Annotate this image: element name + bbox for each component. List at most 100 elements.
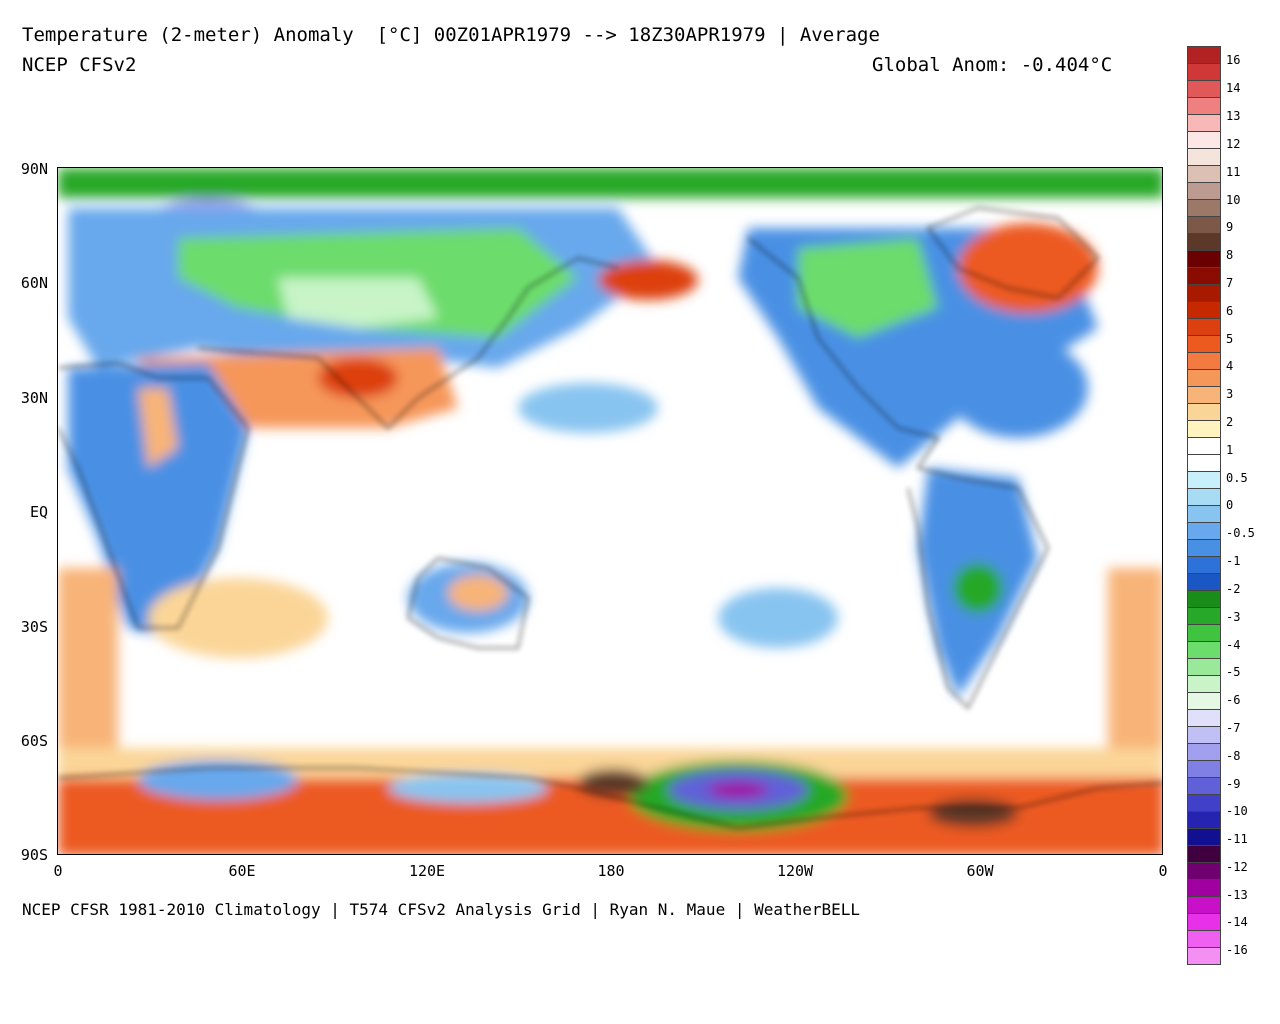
lat-label-eq: EQ	[29, 503, 48, 521]
colorbar-swatch	[1187, 556, 1221, 574]
lon-label-0: 0	[53, 862, 63, 880]
colorbar-swatch	[1187, 488, 1221, 506]
colorbar-swatch	[1187, 471, 1221, 489]
colorbar-swatch	[1187, 386, 1221, 404]
colorbar-swatch	[1187, 760, 1221, 778]
colorbar-label: 4	[1226, 359, 1234, 373]
colorbar-label: 0	[1226, 498, 1234, 512]
colorbar-swatch	[1187, 46, 1221, 64]
colorbar-swatch	[1187, 709, 1221, 727]
map-title: Temperature (2-meter) Anomaly [°C] 00Z01…	[22, 24, 880, 46]
colorbar-swatch	[1187, 131, 1221, 149]
credits-footer: NCEP CFSR 1981-2010 Climatology | T574 C…	[22, 900, 861, 919]
colorbar-swatch	[1187, 726, 1221, 744]
colorbar-label: 14	[1226, 81, 1241, 95]
colorbar-label: -13	[1226, 888, 1248, 902]
colorbar-swatch	[1187, 641, 1221, 659]
colorbar-swatch	[1187, 590, 1221, 608]
colorbar-swatch	[1187, 284, 1221, 302]
colorbar-swatch	[1187, 403, 1221, 421]
colorbar-label: -16	[1226, 943, 1248, 957]
colorbar-label: -7	[1226, 721, 1241, 735]
colorbar-swatch	[1187, 845, 1221, 863]
colorbar-label: -9	[1226, 777, 1241, 791]
colorbar-label: -2	[1226, 582, 1241, 596]
colorbar-swatch	[1187, 97, 1221, 115]
colorbar-label: 13	[1226, 109, 1241, 123]
colorbar-swatch	[1187, 743, 1221, 761]
colorbar-swatch	[1187, 573, 1221, 591]
colorbar-swatch	[1187, 420, 1221, 438]
global-anomaly-value: Global Anom: -0.404°C	[872, 54, 1113, 76]
anomaly-colorbar	[1187, 46, 1221, 965]
colorbar-label: 3	[1226, 387, 1234, 401]
lon-label-120w: 120W	[776, 862, 814, 880]
lat-label-90n: 90N	[20, 160, 48, 178]
colorbar-swatch	[1187, 352, 1221, 370]
colorbar-label: 7	[1226, 276, 1234, 290]
colorbar-label: -5	[1226, 665, 1241, 679]
colorbar-label: 11	[1226, 165, 1241, 179]
colorbar-swatch	[1187, 505, 1221, 523]
colorbar-swatch	[1187, 777, 1221, 795]
lon-label-180: 180	[597, 862, 625, 880]
colorbar-swatch	[1187, 811, 1221, 829]
anomaly-field	[58, 168, 1162, 854]
colorbar-swatch	[1187, 318, 1221, 336]
colorbar-label: 12	[1226, 137, 1241, 151]
colorbar-swatch	[1187, 437, 1221, 455]
colorbar-label: 9	[1226, 220, 1234, 234]
lon-label-60w: 60W	[966, 862, 994, 880]
colorbar-label: 2	[1226, 415, 1234, 429]
colorbar-label: -1	[1226, 554, 1241, 568]
colorbar-swatch	[1187, 182, 1221, 200]
colorbar-swatch	[1187, 369, 1221, 387]
colorbar-swatch	[1187, 148, 1221, 166]
colorbar-swatch	[1187, 896, 1221, 914]
colorbar-label: 10	[1226, 193, 1241, 207]
lat-label-60s: 60S	[20, 732, 48, 750]
colorbar-swatch	[1187, 522, 1221, 540]
colorbar-swatch	[1187, 335, 1221, 353]
colorbar-swatch	[1187, 216, 1221, 234]
colorbar-label: -0.5	[1226, 526, 1255, 540]
colorbar-label: -10	[1226, 804, 1248, 818]
colorbar-label: 16	[1226, 53, 1241, 67]
lat-label-90s: 90S	[20, 846, 48, 864]
colorbar-swatch	[1187, 624, 1221, 642]
colorbar-swatch	[1187, 199, 1221, 217]
colorbar-label: -4	[1226, 638, 1241, 652]
colorbar-swatch	[1187, 114, 1221, 132]
colorbar-swatch	[1187, 250, 1221, 268]
colorbar-swatch	[1187, 301, 1221, 319]
colorbar-label: -6	[1226, 693, 1241, 707]
colorbar-label: -11	[1226, 832, 1248, 846]
colorbar-swatch	[1187, 692, 1221, 710]
colorbar-label: -12	[1226, 860, 1248, 874]
colorbar-swatch	[1187, 233, 1221, 251]
colorbar-label: 1	[1226, 443, 1234, 457]
colorbar-swatch	[1187, 930, 1221, 948]
colorbar-swatch	[1187, 913, 1221, 931]
colorbar-swatch	[1187, 947, 1221, 965]
lat-label-60n: 60N	[20, 274, 48, 292]
colorbar-label: -8	[1226, 749, 1241, 763]
colorbar-swatch	[1187, 165, 1221, 183]
colorbar-swatch	[1187, 675, 1221, 693]
colorbar-swatch	[1187, 607, 1221, 625]
lat-label-30n: 30N	[20, 389, 48, 407]
lon-label-0-east: 0	[1158, 862, 1168, 880]
colorbar-label: -14	[1226, 915, 1248, 929]
colorbar-label: 0.5	[1226, 471, 1248, 485]
colorbar-swatch	[1187, 879, 1221, 897]
colorbar-label: -3	[1226, 610, 1241, 624]
lat-label-30s: 30S	[20, 618, 48, 636]
colorbar-label: 8	[1226, 248, 1234, 262]
map-subtitle: NCEP CFSv2	[22, 54, 137, 76]
colorbar-swatch	[1187, 539, 1221, 557]
colorbar-swatch	[1187, 862, 1221, 880]
colorbar-swatch	[1187, 454, 1221, 472]
colorbar-label: 5	[1226, 332, 1234, 346]
lon-label-120e: 120E	[408, 862, 446, 880]
lon-label-60e: 60E	[228, 862, 256, 880]
